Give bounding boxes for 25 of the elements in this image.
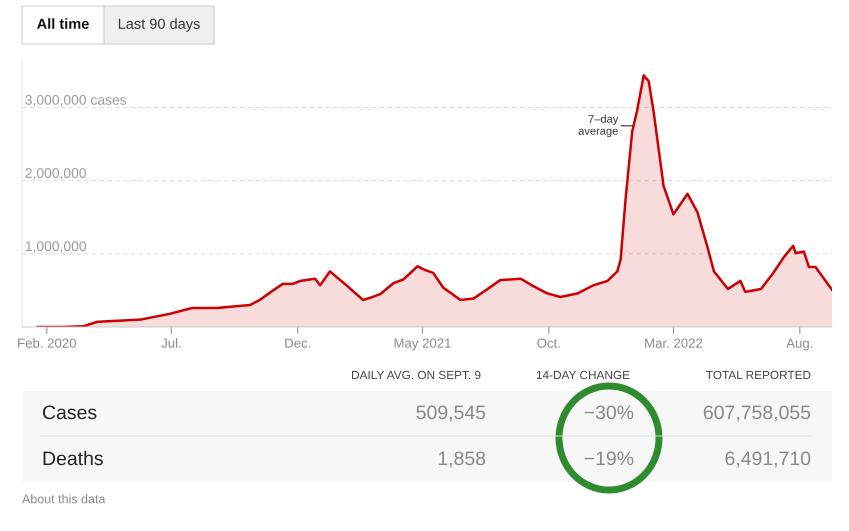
x-tick-label: Oct. — [537, 338, 560, 348]
text: DAILY AVG. ON SEPT. 9 — [352, 370, 480, 380]
x-tick-label: Aug. — [786, 338, 812, 350]
text: −19% — [584, 451, 634, 466]
x-tick-label: Jul. — [161, 338, 181, 348]
text: 509,545 — [416, 405, 486, 422]
text: Deaths — [44, 450, 103, 466]
text: 14-DAY CHANGE — [536, 370, 630, 380]
text: 6,491,710 — [725, 451, 810, 468]
x-tick-label: Feb. 2020 — [18, 338, 76, 348]
y-tick-label: 2,000,000 — [25, 168, 86, 180]
text: Last 90 days — [118, 18, 200, 32]
text: 1,858 — [438, 451, 486, 468]
text: −30% — [584, 405, 634, 420]
y-tick-label: 3,000,000 cases — [25, 94, 126, 106]
x-tick-label: Dec. — [285, 338, 310, 348]
text: 607,758,055 — [704, 405, 810, 422]
text: TOTAL REPORTED — [706, 370, 810, 380]
text: Cases — [42, 405, 96, 420]
text: About this data — [22, 494, 106, 504]
x-tick-label: May 2021 — [394, 338, 451, 350]
text: All time — [37, 18, 89, 29]
annotation: 7–day average — [578, 114, 618, 137]
x-tick-label: Mar. 2022 — [645, 338, 702, 348]
y-tick-label: 1,000,000 — [26, 241, 86, 253]
